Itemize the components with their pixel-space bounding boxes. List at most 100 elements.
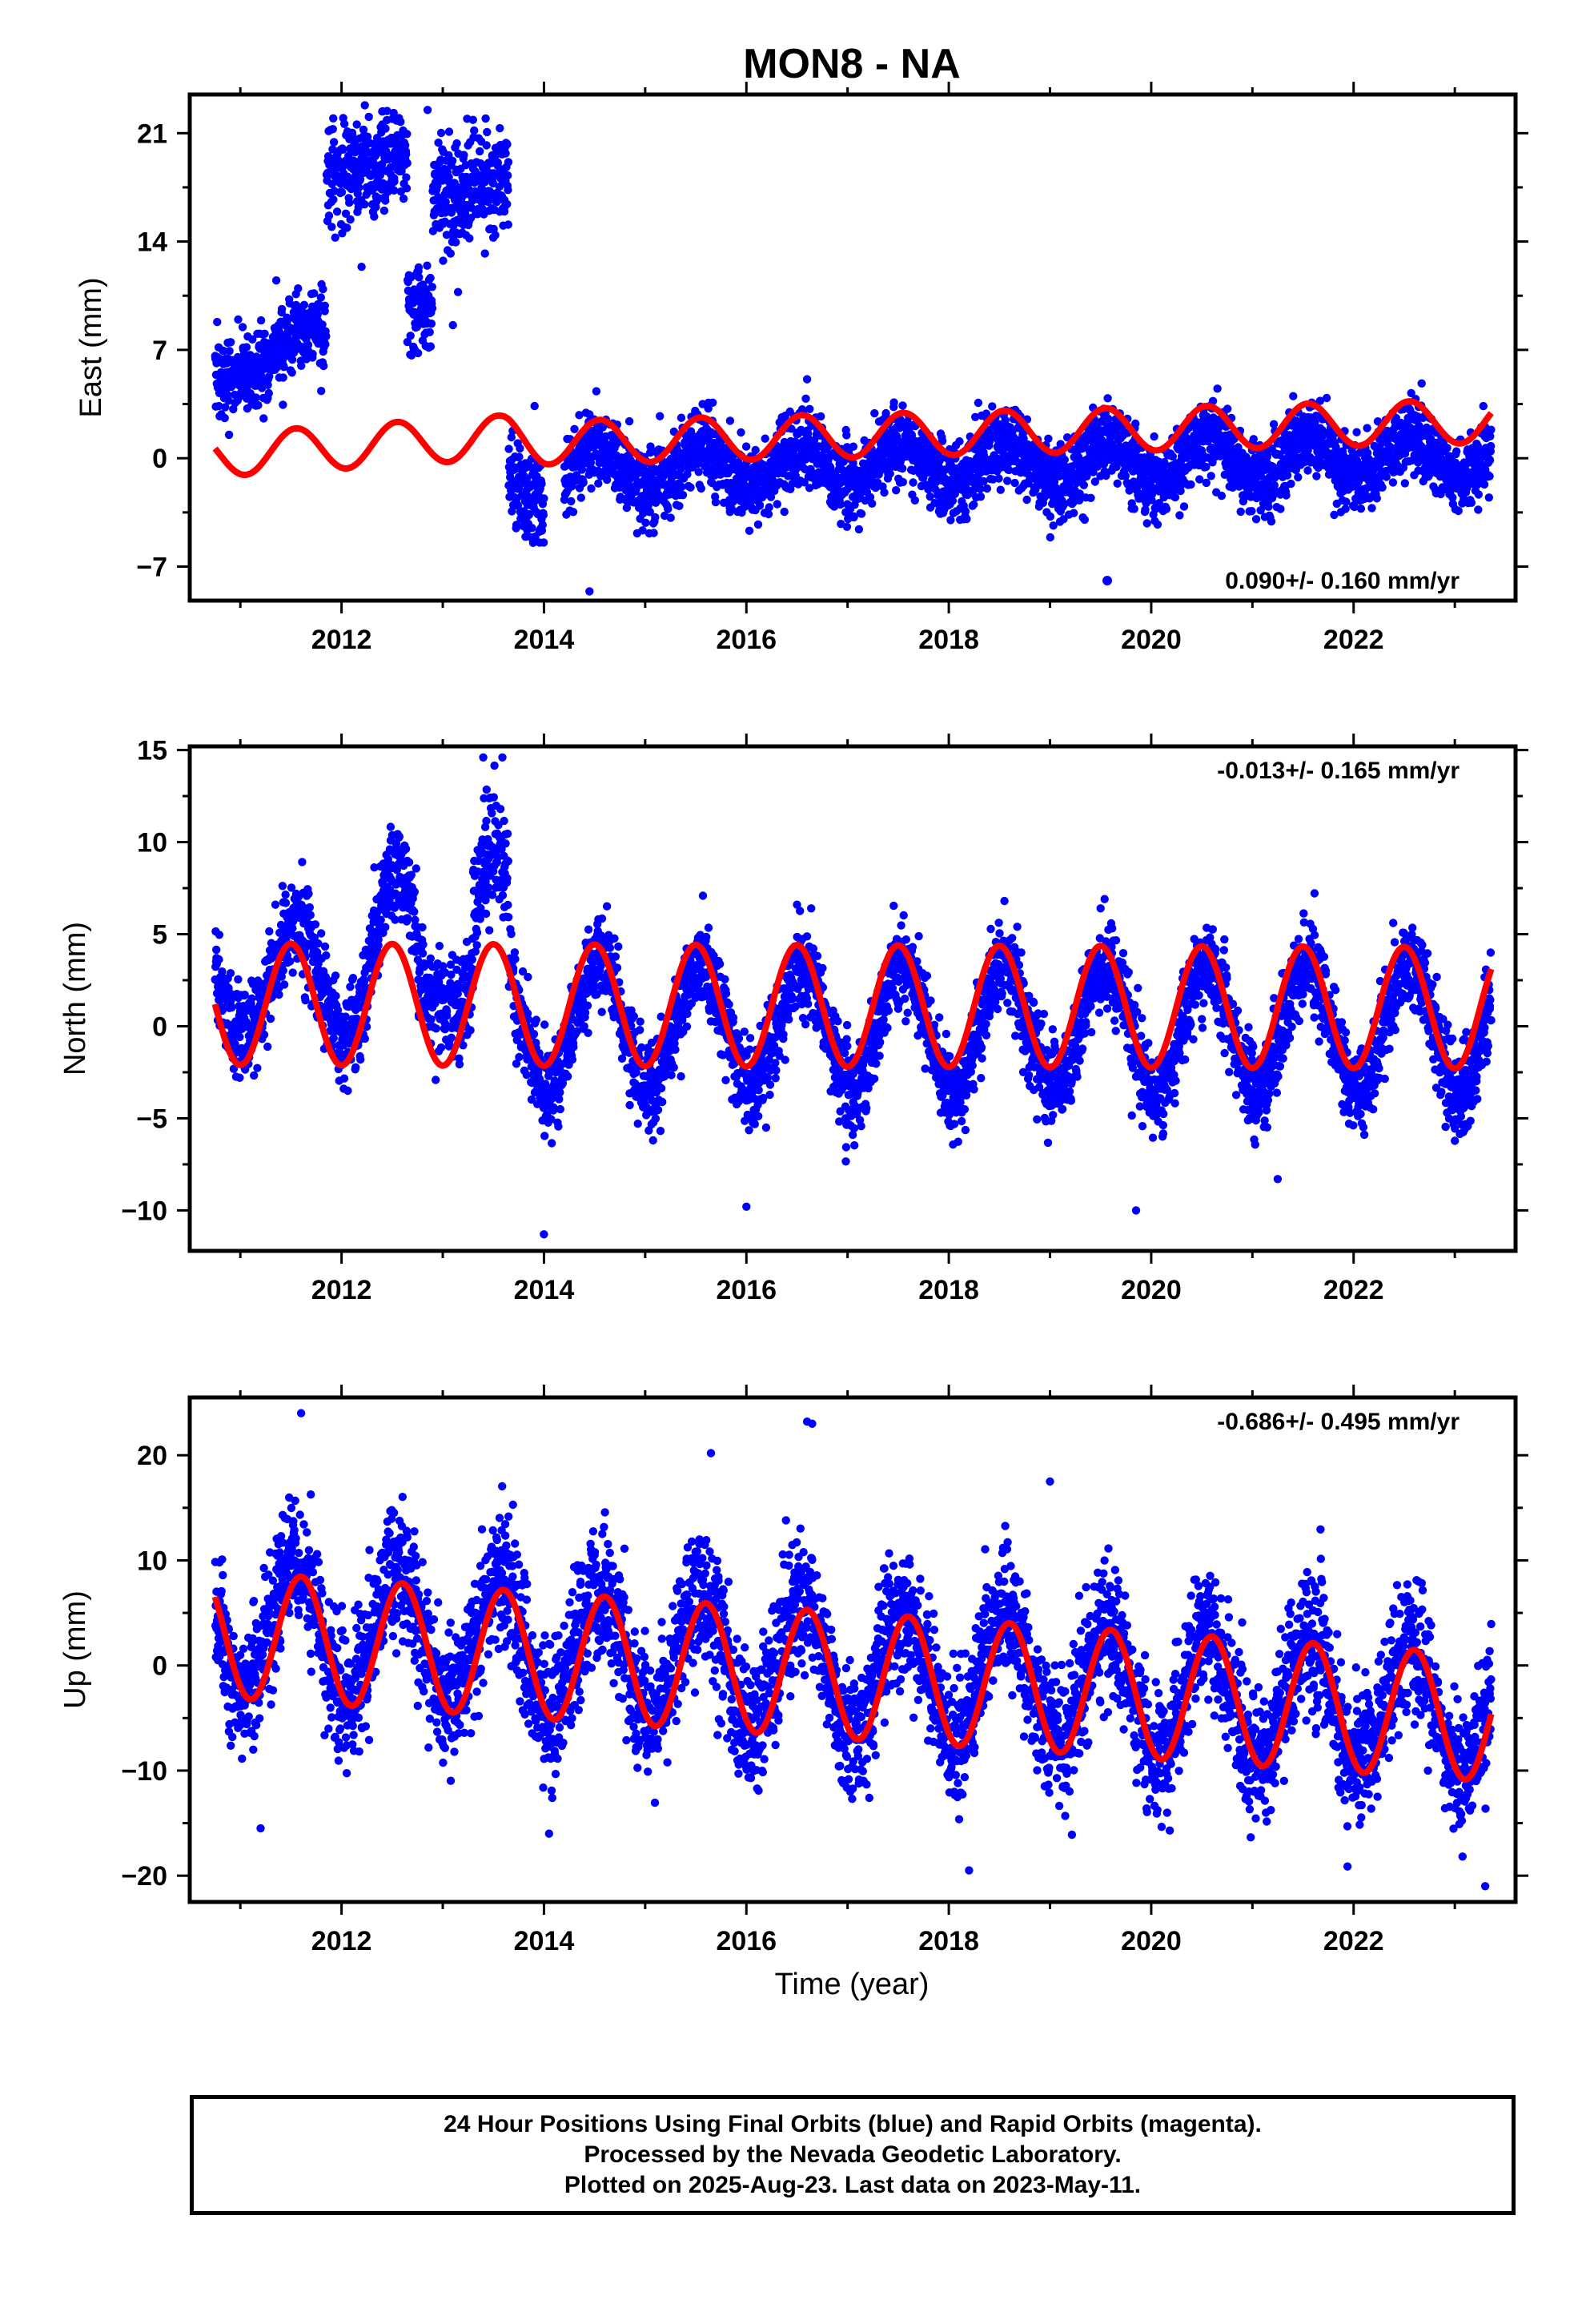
data-point <box>396 117 405 127</box>
data-point <box>317 929 326 938</box>
data-point <box>801 394 810 403</box>
data-point <box>428 304 437 313</box>
data-point <box>907 431 917 440</box>
data-point <box>836 500 845 509</box>
data-point <box>308 349 317 359</box>
data-point <box>624 416 634 426</box>
data-point <box>428 227 438 235</box>
data-point <box>504 158 513 167</box>
data-point <box>327 223 336 231</box>
data-point <box>233 352 243 362</box>
data-point <box>226 969 235 978</box>
data-point <box>598 423 607 432</box>
data-point <box>215 955 223 964</box>
data-point <box>1046 512 1055 521</box>
data-point <box>725 416 735 425</box>
data-point <box>319 361 328 371</box>
data-point <box>577 465 587 474</box>
data-point <box>1049 521 1058 530</box>
data-point <box>677 482 686 492</box>
data-point <box>587 484 596 493</box>
data-point <box>1367 504 1376 513</box>
data-point <box>503 199 512 209</box>
data-point <box>1113 479 1122 488</box>
data-point <box>480 249 489 258</box>
data-point <box>1267 517 1276 526</box>
data-point <box>504 186 512 195</box>
data-point <box>1079 480 1089 489</box>
data-point <box>381 196 390 205</box>
data-point <box>910 496 920 505</box>
data-point <box>329 195 338 204</box>
data-point <box>1175 511 1184 520</box>
data-point <box>242 343 251 352</box>
data-point <box>970 500 978 509</box>
data-point <box>444 173 453 182</box>
data-point <box>403 130 412 139</box>
y-tick-label: 21 <box>137 119 167 149</box>
data-point <box>442 231 452 239</box>
data-point <box>400 141 410 150</box>
data-point <box>1341 505 1350 513</box>
data-point <box>800 478 809 487</box>
outlier-point <box>802 375 812 384</box>
data-point <box>287 355 297 364</box>
data-point <box>1378 483 1387 492</box>
data-point <box>1010 478 1019 488</box>
data-point <box>1103 394 1112 403</box>
data-point <box>641 518 650 527</box>
data-point <box>664 505 673 513</box>
data-point <box>355 175 365 184</box>
data-point <box>357 263 366 271</box>
data-point <box>592 387 601 396</box>
data-point <box>444 127 454 136</box>
y-tick-label: 7 <box>152 336 167 366</box>
data-point <box>1003 476 1012 485</box>
data-point <box>360 200 369 209</box>
data-point <box>515 452 524 461</box>
data-point <box>1005 465 1014 475</box>
data-point <box>686 483 695 492</box>
data-point <box>413 348 423 358</box>
data-point <box>248 335 257 344</box>
data-point <box>260 329 269 338</box>
data-point <box>538 521 547 529</box>
data-point <box>436 128 446 138</box>
data-point <box>446 249 455 258</box>
data-point <box>301 995 310 1005</box>
data-point <box>310 289 319 298</box>
data-point <box>355 183 363 192</box>
data-point <box>675 501 684 510</box>
data-point <box>1023 440 1032 449</box>
outlier-point <box>448 320 457 330</box>
data-point <box>390 177 399 186</box>
data-point <box>488 179 498 188</box>
data-point <box>1417 379 1426 388</box>
data-point <box>331 233 339 242</box>
data-point <box>403 337 412 347</box>
data-point <box>317 387 326 396</box>
data-point <box>898 401 907 410</box>
data-point <box>974 398 983 408</box>
data-point <box>1276 505 1285 513</box>
x-tick-label: 2014 <box>514 625 575 655</box>
data-point <box>507 432 516 442</box>
east-rate-label: 0.090+/- 0.160 mm/yr <box>1225 568 1460 594</box>
data-point <box>319 284 327 294</box>
data-point <box>1487 425 1496 434</box>
data-point <box>343 223 351 232</box>
data-point <box>525 510 534 519</box>
data-point <box>1480 480 1489 489</box>
y-tick-label: 14 <box>137 227 167 258</box>
data-point <box>656 412 665 420</box>
data-point <box>403 159 412 167</box>
data-point <box>320 301 329 310</box>
data-point <box>297 361 306 370</box>
data-point <box>279 980 289 989</box>
data-point <box>481 177 490 187</box>
data-point <box>329 138 339 147</box>
data-point <box>263 1042 272 1051</box>
data-point <box>253 1063 262 1072</box>
